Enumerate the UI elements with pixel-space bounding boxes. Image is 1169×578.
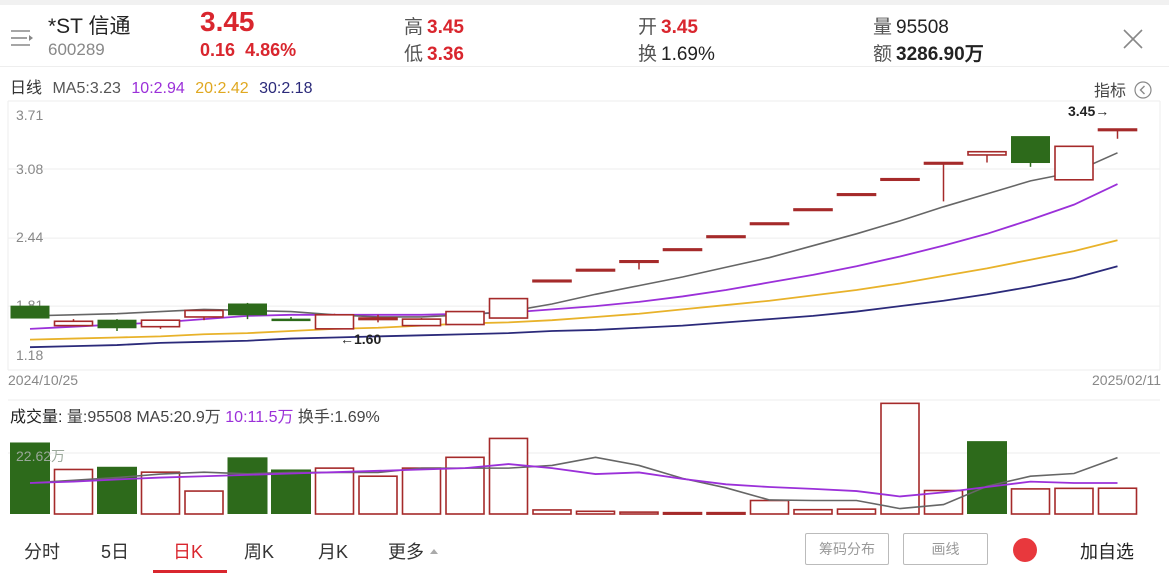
draw-line-button[interactable]: 画线	[903, 533, 988, 565]
chevron-left-circle-icon	[1134, 81, 1153, 99]
svg-text:3.08: 3.08	[16, 161, 43, 177]
change-value: 0.16	[200, 40, 236, 60]
tab-daily-k[interactable]: 日K	[173, 542, 204, 562]
record-dot-button[interactable]	[1013, 538, 1037, 562]
ma-legend: 日线 MA5:3.23 10:2.94 20:2.42 30:2.18	[10, 74, 318, 98]
svg-text:3.45→: 3.45→	[1068, 103, 1109, 119]
ma30-value: 30:2.18	[259, 80, 313, 97]
volume-ma5: MA5:20.9万	[136, 409, 221, 426]
high-value: 3.45	[427, 17, 464, 38]
tab-5day[interactable]: 5日	[101, 542, 130, 562]
turnover-stat: 换 1.69%	[638, 44, 715, 65]
ma20-value: 20:2.42	[195, 80, 249, 97]
ma5-value: MA5:3.23	[52, 80, 121, 97]
volume-ma10: 10:11.5万	[225, 409, 294, 426]
tab-weekly-k[interactable]: 周K	[244, 542, 275, 562]
active-tab-underline	[153, 570, 227, 573]
low-value: 3.36	[427, 44, 464, 65]
open-stat: 开 3.45	[638, 17, 698, 38]
stock-name: *ST 信通	[48, 15, 131, 38]
svg-text:22.62万: 22.62万	[16, 448, 65, 464]
price-change: 0.16 4.86%	[200, 40, 296, 61]
close-icon[interactable]	[1120, 26, 1146, 52]
candlestick-chart[interactable]: 3.713.082.441.811.18←1.603.45→	[0, 98, 1169, 388]
turnover-value: 1.69%	[661, 44, 715, 65]
header-divider	[0, 66, 1169, 67]
volume-turnover: 换手:1.69%	[297, 409, 380, 426]
amount-value: 3286.90万	[896, 44, 984, 65]
tab-monthly-k[interactable]: 月K	[318, 542, 349, 562]
tab-intraday[interactable]: 分时	[24, 542, 60, 562]
svg-text:3.71: 3.71	[16, 107, 43, 123]
low-stat: 低 3.36	[404, 44, 464, 65]
volume-chart[interactable]: 22.62万	[0, 395, 1169, 520]
svg-text:←1.60: ←1.60	[340, 331, 381, 347]
change-pct: 4.86%	[245, 40, 297, 60]
menu-icon[interactable]	[10, 28, 36, 48]
open-value: 3.45	[661, 17, 698, 38]
ma10-value: 10:2.94	[131, 80, 185, 97]
amount-stat: 额 3286.90万	[873, 44, 984, 65]
svg-text:1.18: 1.18	[16, 347, 43, 363]
high-stat: 高 3.45	[404, 17, 464, 38]
period-label: 日线	[10, 80, 43, 97]
current-price: 3.45	[200, 6, 255, 37]
tab-more[interactable]: 更多	[388, 538, 439, 564]
add-watchlist-button[interactable]: 加自选	[1080, 542, 1134, 562]
volume-title: 成交量:	[10, 409, 63, 426]
svg-text:2.44: 2.44	[16, 229, 43, 245]
chip-distribution-button[interactable]: 筹码分布	[805, 533, 889, 565]
end-date-label: 2025/02/11	[1092, 372, 1162, 388]
volume-stat: 量 95508	[873, 17, 949, 38]
volume-value: 95508	[896, 17, 949, 38]
stock-code: 600289	[48, 40, 105, 59]
volume-current: 量:95508	[66, 409, 132, 426]
caret-up-icon	[430, 549, 439, 554]
top-edge	[0, 0, 1169, 5]
volume-legend: 成交量: 量:95508 MA5:20.9万 10:11.5万 换手:1.69%	[10, 403, 380, 427]
start-date-label: 2024/10/25	[8, 372, 79, 388]
indicator-button[interactable]: 指标	[1094, 77, 1153, 101]
